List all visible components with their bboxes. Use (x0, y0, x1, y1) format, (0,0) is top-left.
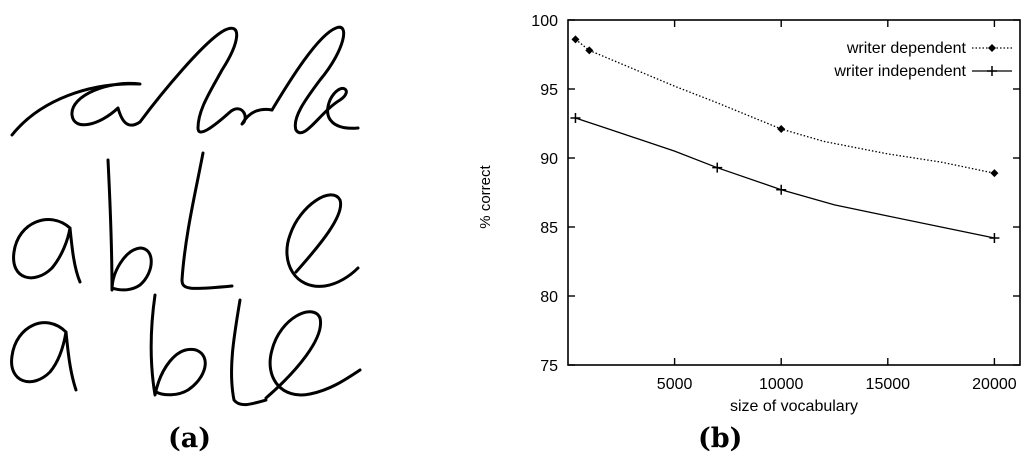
y-tick-label: 75 (540, 358, 558, 375)
plus-marker (712, 162, 723, 173)
y-tick-label: 95 (540, 82, 558, 99)
handwriting-samples (10, 25, 362, 407)
y-tick-label: 100 (531, 13, 558, 30)
legend-label: writer independent (833, 63, 966, 80)
y-axis-label: % correct (477, 165, 494, 229)
diamond-marker (777, 125, 786, 134)
accuracy-line-chart: 75 80 85 90 95 100 5000 10000 15000 20000 % corr… (477, 13, 1021, 415)
plus-marker (989, 233, 1000, 244)
legend-label: writer dependent (846, 40, 967, 57)
plus-marker (776, 184, 787, 195)
x-tick-label: 20000 (972, 376, 1017, 393)
y-tick-label: 80 (540, 289, 558, 306)
handwriting-sample-cursive (10, 25, 360, 137)
y-tick-label: 90 (540, 151, 558, 168)
legend: writer dependent writer independent (833, 40, 1012, 80)
diamond-marker (990, 169, 999, 178)
diamond-marker (988, 44, 996, 52)
y-axis: 75 80 85 90 95 100 (531, 13, 1020, 375)
x-axis: 5000 10000 15000 20000 (657, 20, 1017, 393)
handwriting-panel: (a) (0, 0, 380, 456)
plot-frame (567, 19, 1021, 366)
x-tick-label: 10000 (759, 376, 804, 393)
y-tick-label: 85 (540, 220, 558, 237)
diamond-marker (571, 35, 580, 44)
series-layer (570, 35, 1000, 244)
series-writer-independent (570, 112, 1000, 244)
x-tick-label: 5000 (657, 376, 693, 393)
series-line (575, 38, 995, 174)
handwriting-sample-print-1 (12, 151, 360, 292)
series-writer-dependent (571, 35, 999, 178)
plus-marker (987, 66, 997, 76)
panel-b-caption: (b) (698, 423, 743, 454)
plus-marker (570, 112, 581, 123)
x-axis-label: size of vocabulary (730, 398, 858, 415)
handwriting-sample-print-2 (10, 293, 362, 407)
x-tick-label: 15000 (866, 376, 911, 393)
panel-a-caption: (a) (168, 423, 212, 454)
accuracy-chart-panel: 75 80 85 90 95 100 5000 10000 15000 20000 % corr… (400, 0, 1028, 456)
diamond-marker (585, 46, 594, 55)
series-line (575, 117, 995, 239)
